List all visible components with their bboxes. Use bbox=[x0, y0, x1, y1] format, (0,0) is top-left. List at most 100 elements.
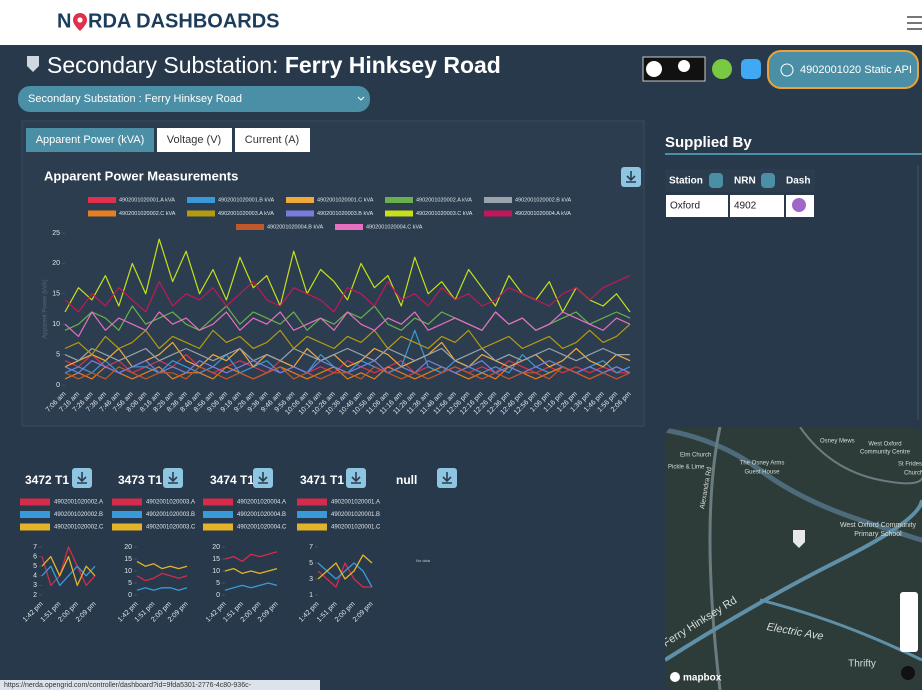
chart-title: 3471 T1 bbox=[300, 473, 344, 487]
legend-label: 4902001020002.A bbox=[54, 500, 103, 506]
column-header: Dash bbox=[786, 176, 810, 187]
legend-swatch bbox=[236, 224, 264, 230]
legend-label: 4902001020003.B kVA bbox=[317, 211, 373, 217]
series-line bbox=[318, 563, 372, 587]
legend-label: 4902001020002.A kVA bbox=[416, 197, 472, 203]
api-button-text: 4902001020 Static API bbox=[800, 64, 912, 76]
y-tick-label: 20 bbox=[212, 544, 220, 551]
map-label: Church bbox=[904, 471, 922, 477]
legend-swatch bbox=[484, 211, 512, 217]
legend-label: 4902001020003.C kVA bbox=[416, 211, 473, 217]
y-tick-label: 10 bbox=[212, 568, 220, 575]
series-line bbox=[137, 561, 187, 568]
y-tick-label: 5 bbox=[309, 560, 313, 567]
legend-swatch bbox=[203, 499, 233, 506]
dashboard: N RDA DASHBOARDS Secondary Substation: F… bbox=[0, 0, 922, 690]
chart-title: null bbox=[396, 473, 417, 487]
legend-swatch bbox=[112, 499, 142, 506]
y-tick-label: 0 bbox=[216, 592, 220, 599]
sort-button[interactable] bbox=[761, 173, 775, 188]
legend-swatch bbox=[187, 211, 215, 217]
legend-swatch bbox=[484, 197, 512, 203]
legend-swatch bbox=[20, 524, 50, 531]
series-line bbox=[318, 555, 372, 579]
empty-message: No data bbox=[416, 558, 431, 563]
y-tick-label: 15 bbox=[124, 556, 132, 563]
series-line bbox=[137, 588, 187, 590]
legend-swatch bbox=[187, 197, 215, 203]
api-button[interactable]: 4902001020 Static API bbox=[768, 51, 918, 88]
y-tick-label: 20 bbox=[124, 544, 132, 551]
info-button[interactable] bbox=[901, 666, 915, 680]
map-label: Osney Mews bbox=[820, 439, 855, 445]
page-title: Secondary Substation: Ferry Hinksey Road bbox=[47, 52, 501, 78]
tab-label: Current (A) bbox=[245, 134, 299, 146]
y-tick-label: 1 bbox=[309, 592, 313, 599]
sort-button[interactable] bbox=[709, 173, 723, 188]
y-axis-label: Apparent Power (kVA) bbox=[43, 279, 49, 338]
map-label: Pickle & Lime bbox=[668, 465, 705, 471]
legend-label: 4902001020001.A kVA bbox=[119, 197, 175, 203]
download-icon[interactable] bbox=[712, 59, 732, 79]
series-line bbox=[318, 563, 372, 587]
map-label: The Osney Arms bbox=[740, 461, 785, 467]
y-tick-label: 0 bbox=[56, 382, 60, 389]
tab-label: Apparent Power (kVA) bbox=[36, 134, 145, 146]
map-label: Elm Church bbox=[680, 453, 711, 459]
badge-by bbox=[678, 60, 690, 72]
y-tick-label: 6 bbox=[33, 553, 37, 560]
y-tick-label: 25 bbox=[52, 230, 60, 237]
y-tick-label: 10 bbox=[124, 568, 132, 575]
legend-label: 4902001020004.C bbox=[237, 525, 287, 531]
series-line bbox=[225, 569, 277, 574]
dash-link[interactable] bbox=[792, 198, 806, 212]
x-tick-label: 2:09 pm bbox=[352, 601, 375, 624]
legend-label: 4902001020004.C kVA bbox=[366, 224, 423, 230]
column-header: NRN bbox=[734, 176, 756, 187]
legend-swatch bbox=[112, 511, 142, 518]
y-tick-label: 5 bbox=[33, 563, 37, 570]
tab[interactable]: Voltage (V) bbox=[157, 128, 232, 152]
map-label: West Oxford bbox=[868, 442, 901, 448]
substation-dropdown[interactable]: Secondary Substation : Ferry Hinksey Roa… bbox=[18, 86, 370, 112]
y-tick-label: 15 bbox=[52, 291, 60, 298]
legend-swatch bbox=[88, 197, 116, 203]
legend-label: 4902001020001.B bbox=[331, 512, 380, 518]
dropdown-text: Secondary Substation : Ferry Hinksey Roa… bbox=[28, 93, 242, 105]
zoom-controls[interactable] bbox=[900, 592, 918, 652]
legend-label: 4902001020003.C bbox=[146, 525, 196, 531]
y-tick-label: 7 bbox=[309, 544, 313, 551]
y-tick-label: 3 bbox=[309, 576, 313, 583]
legend-label: 4902001020001.C bbox=[331, 525, 381, 531]
series-line bbox=[137, 573, 187, 580]
map-label: Primary School bbox=[854, 531, 902, 538]
legend-label: 4902001020004.B bbox=[237, 512, 286, 518]
y-tick-label: 15 bbox=[212, 556, 220, 563]
y-tick-label: 5 bbox=[216, 580, 220, 587]
y-tick-label: 7 bbox=[33, 544, 37, 551]
map-label: Community Centre bbox=[860, 450, 911, 456]
tab[interactable]: Current (A) bbox=[235, 128, 310, 152]
legend-label: 4902001020003.B bbox=[146, 512, 195, 518]
legend-label: 4902001020002.C kVA bbox=[119, 211, 176, 217]
licence-badge[interactable] bbox=[643, 57, 705, 81]
legend-label: 4902001020003.A kVA bbox=[218, 211, 274, 217]
legend-swatch bbox=[385, 211, 413, 217]
legend-swatch bbox=[112, 524, 142, 531]
share-icon[interactable] bbox=[741, 59, 761, 79]
chart-title: 3473 T1 bbox=[118, 473, 162, 487]
legend-label: 4902001020002.C bbox=[54, 525, 104, 531]
logo-pin-dot bbox=[77, 17, 82, 22]
logo-suffix: RDA DASHBOARDS bbox=[88, 10, 279, 32]
tab[interactable]: Apparent Power (kVA) bbox=[26, 128, 154, 152]
chart-title: 3472 T1 bbox=[25, 473, 69, 487]
mapbox-logo bbox=[670, 672, 680, 682]
legend-swatch bbox=[286, 211, 314, 217]
legend-swatch bbox=[20, 511, 50, 518]
chart-panel bbox=[22, 121, 644, 426]
legend-swatch bbox=[335, 224, 363, 230]
column-header: Station bbox=[669, 176, 703, 187]
map-label: Thrifty bbox=[848, 659, 876, 670]
station-cell: Oxford bbox=[670, 201, 700, 212]
